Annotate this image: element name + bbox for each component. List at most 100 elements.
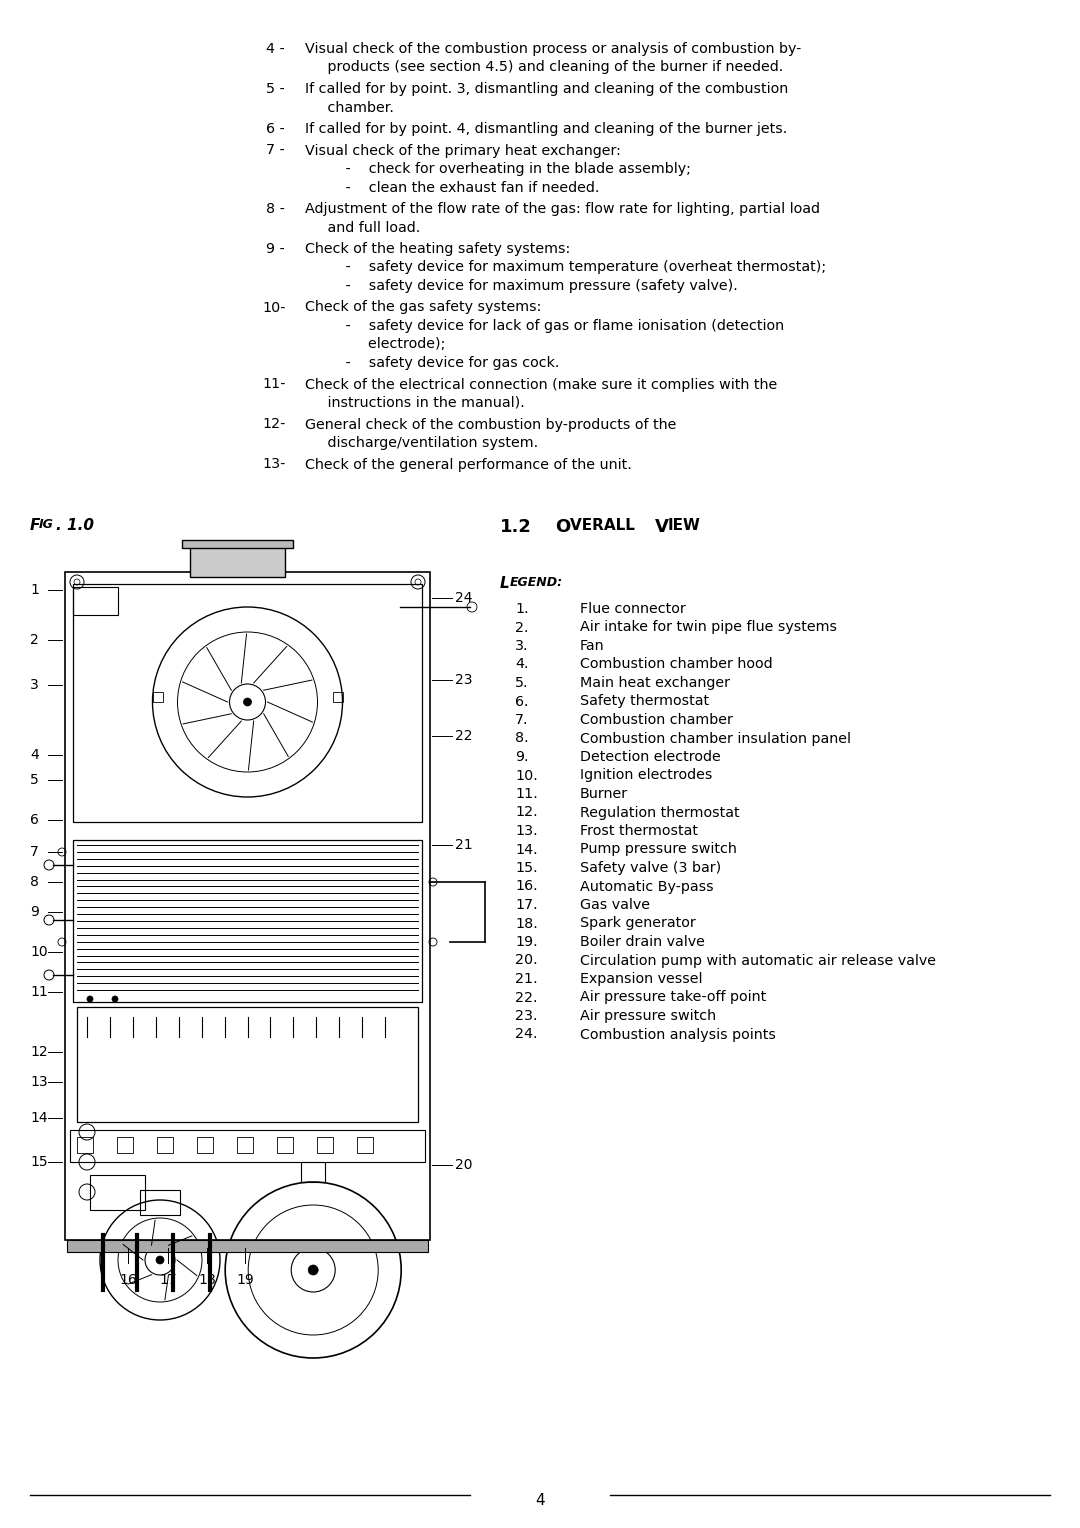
Text: Frost thermostat: Frost thermostat xyxy=(580,824,698,837)
Text: 19: 19 xyxy=(237,1273,254,1287)
Circle shape xyxy=(308,1265,319,1274)
Text: 5.: 5. xyxy=(515,675,528,691)
Text: Automatic By-pass: Automatic By-pass xyxy=(580,880,714,894)
Bar xyxy=(67,1241,428,1251)
Text: 20.: 20. xyxy=(515,953,538,967)
Circle shape xyxy=(243,698,252,706)
Text: -    safety device for lack of gas or flame ionisation (detection: - safety device for lack of gas or flame… xyxy=(305,319,784,333)
Text: Safety valve (3 bar): Safety valve (3 bar) xyxy=(580,860,721,876)
Bar xyxy=(73,584,422,822)
Text: 16.: 16. xyxy=(515,880,538,894)
Bar xyxy=(152,692,162,701)
Text: Safety thermostat: Safety thermostat xyxy=(580,695,710,709)
Text: 18.: 18. xyxy=(515,917,538,931)
Bar xyxy=(73,587,118,614)
Text: electrode);: electrode); xyxy=(305,338,445,351)
Text: IG: IG xyxy=(39,518,54,532)
Text: Air intake for twin pipe flue systems: Air intake for twin pipe flue systems xyxy=(580,620,837,634)
Text: -    check for overheating in the blade assembly;: - check for overheating in the blade ass… xyxy=(305,162,691,176)
Text: 6.: 6. xyxy=(515,695,528,709)
Text: 3.: 3. xyxy=(515,639,528,652)
Text: 14.: 14. xyxy=(515,842,538,857)
Text: 8 -: 8 - xyxy=(266,202,285,215)
Text: Pump pressure switch: Pump pressure switch xyxy=(580,842,737,857)
Circle shape xyxy=(112,996,118,1002)
Text: -    clean the exhaust fan if needed.: - clean the exhaust fan if needed. xyxy=(305,180,599,194)
Text: 23.: 23. xyxy=(515,1008,538,1024)
Text: and full load.: and full load. xyxy=(305,220,420,234)
Text: 20: 20 xyxy=(455,1158,473,1172)
Text: products (see section 4.5) and cleaning of the burner if needed.: products (see section 4.5) and cleaning … xyxy=(305,61,783,75)
Text: 8: 8 xyxy=(30,876,39,889)
Text: 4.: 4. xyxy=(515,657,528,671)
Bar xyxy=(357,1137,373,1154)
Text: 24.: 24. xyxy=(515,1027,538,1042)
Text: 13.: 13. xyxy=(515,824,538,837)
Text: 14: 14 xyxy=(30,1111,48,1125)
Circle shape xyxy=(87,996,93,1002)
Text: 4: 4 xyxy=(30,749,39,762)
Text: 7: 7 xyxy=(30,845,39,859)
Text: 24: 24 xyxy=(455,591,473,605)
Text: Regulation thermostat: Regulation thermostat xyxy=(580,805,740,819)
Bar xyxy=(77,1137,93,1154)
Text: 1: 1 xyxy=(30,584,39,597)
Text: Combustion chamber hood: Combustion chamber hood xyxy=(580,657,772,671)
Text: 8.: 8. xyxy=(515,732,528,746)
Text: 7 -: 7 - xyxy=(266,144,285,157)
Bar xyxy=(73,840,422,1002)
Text: Ignition electrodes: Ignition electrodes xyxy=(580,769,713,782)
Bar xyxy=(65,571,430,1241)
Bar xyxy=(276,1137,293,1154)
Text: 4: 4 xyxy=(536,1493,544,1508)
Text: Flue connector: Flue connector xyxy=(580,602,686,616)
Text: Check of the gas safety systems:: Check of the gas safety systems: xyxy=(305,301,541,315)
Text: Main heat exchanger: Main heat exchanger xyxy=(580,675,730,691)
Text: -    safety device for maximum temperature (overheat thermostat);: - safety device for maximum temperature … xyxy=(305,260,826,275)
Text: . 1.0: . 1.0 xyxy=(56,518,94,533)
Circle shape xyxy=(156,1256,164,1264)
Text: discharge/ventilation system.: discharge/ventilation system. xyxy=(305,435,538,451)
Text: 12-: 12- xyxy=(262,417,285,431)
Text: 6 -: 6 - xyxy=(266,122,285,136)
Text: 17: 17 xyxy=(159,1273,177,1287)
Text: IEW: IEW xyxy=(669,518,701,533)
Text: 10: 10 xyxy=(30,944,48,960)
Text: 5 -: 5 - xyxy=(266,83,285,96)
Text: If called for by point. 3, dismantling and cleaning of the combustion: If called for by point. 3, dismantling a… xyxy=(305,83,788,96)
Text: Visual check of the combustion process or analysis of combustion by-: Visual check of the combustion process o… xyxy=(305,41,801,57)
Text: General check of the combustion by-products of the: General check of the combustion by-produ… xyxy=(305,417,676,431)
Text: 16: 16 xyxy=(119,1273,137,1287)
Bar xyxy=(77,1007,418,1122)
Text: EGEND:: EGEND: xyxy=(510,576,563,588)
Text: -    safety device for gas cock.: - safety device for gas cock. xyxy=(305,356,559,370)
Text: 9: 9 xyxy=(30,905,39,918)
Bar xyxy=(190,545,285,578)
Text: -    safety device for maximum pressure (safety valve).: - safety device for maximum pressure (sa… xyxy=(305,280,738,293)
Text: Boiler drain valve: Boiler drain valve xyxy=(580,935,705,949)
Text: 22: 22 xyxy=(455,729,473,743)
Text: 21.: 21. xyxy=(515,972,538,986)
Text: 1.: 1. xyxy=(515,602,528,616)
Text: 4 -: 4 - xyxy=(266,41,285,57)
Text: 9.: 9. xyxy=(515,750,528,764)
Text: F: F xyxy=(30,518,40,533)
Bar xyxy=(117,1137,133,1154)
Text: 18: 18 xyxy=(198,1273,216,1287)
Text: 23: 23 xyxy=(455,672,473,688)
Text: 7.: 7. xyxy=(515,714,528,727)
Text: instructions in the manual).: instructions in the manual). xyxy=(305,396,525,410)
Text: Visual check of the primary heat exchanger:: Visual check of the primary heat exchang… xyxy=(305,144,621,157)
Text: 13-: 13- xyxy=(262,457,285,472)
Text: Burner: Burner xyxy=(580,787,629,801)
Text: V: V xyxy=(654,518,669,536)
Text: 2.: 2. xyxy=(515,620,528,634)
Text: Check of the heating safety systems:: Check of the heating safety systems: xyxy=(305,241,570,257)
Text: 11: 11 xyxy=(30,986,48,999)
Text: L: L xyxy=(500,576,510,591)
Text: Detection electrode: Detection electrode xyxy=(580,750,720,764)
Bar xyxy=(237,1137,253,1154)
Text: 10.: 10. xyxy=(515,769,538,782)
Text: 13: 13 xyxy=(30,1076,48,1089)
Text: 1.2: 1.2 xyxy=(500,518,531,536)
